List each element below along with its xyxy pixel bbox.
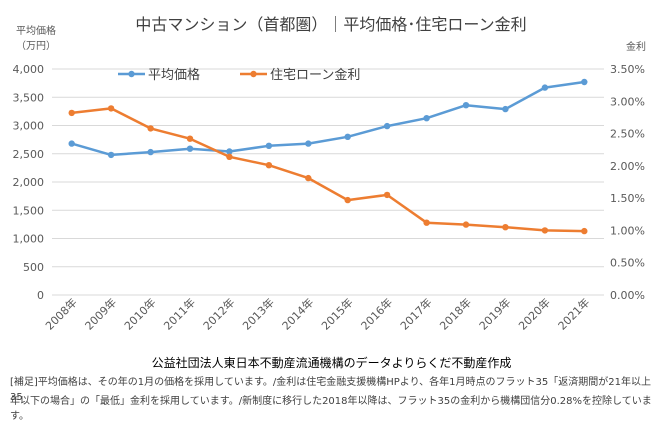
left-axis-label-line2: （万円）	[16, 40, 56, 52]
legend-marker-avg-price	[128, 70, 135, 78]
source-caption: 公益社団法人東日本不動産流通機構のデータよりらくだ不動産作成	[151, 356, 512, 370]
data-point-avg-price	[502, 105, 509, 113]
x-tick-label: 2008年	[42, 295, 79, 332]
data-point-loan-rate	[147, 125, 154, 132]
right-tick-label: 1.00%	[610, 224, 645, 237]
left-tick-label: 1,000	[13, 233, 45, 246]
data-point-avg-price	[462, 102, 470, 109]
x-tick-label: 2016年	[358, 295, 395, 332]
data-point-loan-rate	[344, 196, 351, 204]
x-tick-label: 2013年	[240, 295, 277, 332]
data-point-avg-price	[186, 145, 194, 152]
data-point-avg-price	[305, 140, 312, 147]
data-point-avg-price	[226, 148, 233, 155]
x-axis-ticks: 2008年 2009年 2010年 2011年 2012年 2013年 2014年 2015年…	[42, 295, 592, 332]
x-tick-label: 2010年	[121, 295, 158, 332]
right-tick-label: 2.50%	[610, 128, 645, 141]
data-point-loan-rate	[462, 221, 470, 228]
x-tick-label: 2017年	[397, 295, 434, 332]
left-tick-label: 4,000	[13, 63, 45, 76]
right-tick-label: 2.00%	[610, 160, 645, 173]
series	[68, 78, 588, 235]
x-tick-label: 2018年	[437, 295, 474, 332]
data-point-loan-rate	[265, 162, 273, 169]
left-axis-ticks: 0 500 1,000 1,500 2,000 2,500 3,000 3,500 4,000	[13, 63, 45, 302]
x-tick-label: 2012年	[200, 295, 237, 332]
data-point-avg-price	[541, 84, 549, 91]
x-tick-label: 2014年	[279, 295, 316, 332]
data-point-avg-price	[423, 115, 430, 122]
data-point-loan-rate	[107, 105, 115, 112]
left-tick-label: 500	[23, 261, 44, 274]
data-point-loan-rate	[541, 227, 549, 234]
left-tick-label: 2,000	[13, 176, 45, 189]
left-tick-label: 1,500	[13, 204, 45, 217]
note-line-1: [補足]平均価格は、その年の1月の価格を採用しています。/金利は住宅金融支援機構…	[10, 377, 651, 403]
data-point-avg-price	[68, 140, 75, 147]
x-tick-label: 2011年	[161, 295, 198, 332]
left-tick-label: 2,500	[13, 148, 45, 161]
legend-marker-loan-rate	[250, 70, 257, 78]
right-tick-label: 3.00%	[610, 95, 645, 108]
data-point-avg-price	[265, 142, 273, 149]
data-point-loan-rate	[383, 191, 391, 199]
legend-label-loan-rate: 住宅ローン金利	[270, 67, 360, 83]
data-point-loan-rate	[502, 224, 509, 231]
right-tick-label: 0.00%	[610, 289, 645, 302]
chart-title: 中古マンション（首都圏）｜平均価格･住宅ローン金利	[135, 15, 526, 34]
left-tick-label: 0	[37, 289, 44, 302]
x-tick-label: 2015年	[318, 295, 355, 332]
legend-label-avg-price: 平均価格	[148, 67, 200, 83]
data-point-loan-rate	[423, 219, 430, 226]
right-tick-label: 0.50%	[610, 257, 645, 270]
series-line-loan-rate	[70, 107, 586, 233]
series-line-avg-price	[70, 80, 586, 157]
left-tick-label: 3,000	[13, 120, 45, 133]
data-point-avg-price	[581, 78, 588, 86]
note-line-2: 年以下の場合」の「最低」金利を採用しています。/新制度に移行した2018年以降は…	[10, 396, 652, 422]
x-tick-label: 2009年	[82, 295, 119, 332]
x-tick-label: 2019年	[476, 295, 513, 332]
x-tick-label: 2021年	[555, 295, 592, 332]
data-point-loan-rate	[581, 227, 588, 235]
right-tick-label: 3.50%	[610, 63, 645, 76]
data-point-loan-rate	[186, 135, 194, 142]
data-point-avg-price	[107, 151, 115, 159]
right-axis-label: 金利	[626, 40, 646, 53]
legend: 平均価格 住宅ローン金利	[118, 67, 360, 83]
x-tick-label: 2020年	[516, 295, 553, 332]
data-point-avg-price	[147, 148, 154, 156]
left-tick-label: 3,500	[13, 91, 45, 104]
data-point-avg-price	[383, 122, 391, 130]
right-axis-ticks: 0.00% 0.50% 1.00% 1.50% 2.00% 2.50% 3.00% 3.50%	[610, 63, 645, 302]
gridlines	[52, 68, 604, 296]
data-point-avg-price	[344, 133, 351, 140]
left-axis-label-line1: 平均価格	[16, 24, 56, 37]
data-point-loan-rate	[68, 109, 75, 117]
data-point-loan-rate	[226, 153, 233, 160]
data-point-loan-rate	[305, 174, 312, 182]
right-tick-label: 1.50%	[610, 192, 645, 205]
